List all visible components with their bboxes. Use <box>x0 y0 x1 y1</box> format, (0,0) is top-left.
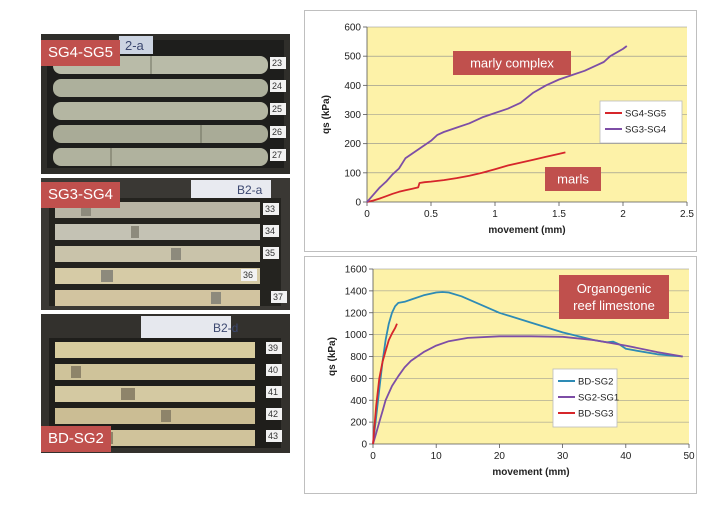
y-tick-label: 200 <box>350 418 367 429</box>
row-number: 24 <box>272 81 282 91</box>
row-number: 26 <box>272 127 282 137</box>
x-tick-label: 20 <box>494 451 506 462</box>
legend-entry: BD-SG2 <box>578 377 613 388</box>
x-axis-title: movement (mm) <box>488 225 565 236</box>
photo-tag: SG4-SG5 <box>41 40 121 66</box>
annotation-box <box>453 51 571 75</box>
y-tick-label: 400 <box>344 81 361 92</box>
row-number: 33 <box>265 204 275 214</box>
marl-chart: 0 100 200 300 400 500 600 0 0.5 1 1.5 2 2.5 movement … <box>321 23 694 237</box>
y-tick-label: 1400 <box>345 286 368 297</box>
y-tick-label: 1000 <box>345 330 368 341</box>
y-axis-title: qs (kPa) <box>327 337 338 376</box>
row-number: 27 <box>272 150 282 160</box>
photo-tag: SG3-SG4 <box>41 182 121 208</box>
x-tick-label: 2 <box>620 209 626 220</box>
core-photo-sg4-sg5: 2-a 23 24 25 26 27 SG4-SG5 <box>41 34 290 174</box>
row-number: 39 <box>268 343 278 353</box>
box-label: 2-a <box>125 38 145 53</box>
annotation-box <box>545 167 601 191</box>
x-tick-label: 40 <box>620 451 632 462</box>
row-number: 37 <box>273 292 283 302</box>
y-tick-label: 1600 <box>345 265 368 276</box>
series-line-bd-sg2 <box>372 291 683 445</box>
x-tick-label: 2.5 <box>680 209 694 220</box>
row-number: 40 <box>268 365 278 375</box>
y-tick-label: 0 <box>361 440 367 451</box>
annotation-box <box>559 275 669 319</box>
x-axis-title: movement (mm) <box>492 467 569 478</box>
x-tick-label: 10 <box>431 451 443 462</box>
y-tick-label: 800 <box>350 352 367 363</box>
legend-entry: SG2-SG1 <box>578 393 619 404</box>
y-tick-label: 300 <box>344 110 361 121</box>
y-tick-label: 100 <box>344 168 361 179</box>
annotation-text: marls <box>557 172 589 187</box>
x-tick-label: 0 <box>364 209 370 220</box>
row-number: 43 <box>268 431 278 441</box>
series-line-sg2-sg1 <box>372 335 683 445</box>
annotation-text: marly complex <box>470 56 554 71</box>
x-tick-label: 0 <box>370 451 376 462</box>
row-number: 34 <box>265 226 275 236</box>
y-tick-label: 600 <box>344 23 361 34</box>
limestone-chart: 0 200 400 600 800 1000 1200 1400 1600 0 10 20 30 40 50… <box>327 265 695 479</box>
legend-entry: SG3-SG4 <box>625 125 666 136</box>
row-number: 42 <box>268 409 278 419</box>
legend-entry: SG4-SG5 <box>625 109 666 120</box>
y-tick-label: 400 <box>350 396 367 407</box>
y-tick-label: 0 <box>355 198 361 209</box>
y-tick-label: 500 <box>344 52 361 63</box>
series-line-sg4-sg5 <box>366 151 566 203</box>
x-tick-label: 30 <box>557 451 569 462</box>
chart-panel-limestone: 0 200 400 600 800 1000 1200 1400 1600 0 10 20 30 40 50… <box>304 256 697 494</box>
row-number: 25 <box>272 104 282 114</box>
box-label: B2-d <box>213 321 238 335</box>
x-tick-label: 1 <box>492 209 498 220</box>
series-line-sg3-sg4 <box>366 45 628 203</box>
chart-panel-marl: 0 100 200 300 400 500 600 0 0.5 1 1.5 2 2.5 movement … <box>304 10 697 252</box>
x-tick-label: 1.5 <box>552 209 566 220</box>
row-number: 41 <box>268 387 278 397</box>
row-number: 23 <box>272 58 282 68</box>
core-photo-sg3-sg4: B2-a 33 34 35 36 37 SG3-SG4 <box>41 178 290 310</box>
x-tick-label: 50 <box>683 451 695 462</box>
photo-tag: BD-SG2 <box>41 426 111 452</box>
legend-box <box>599 100 683 144</box>
core-photo-bd-sg2: B2-d 39 40 41 42 43 BD-SG2 <box>41 314 290 453</box>
y-tick-label: 1200 <box>345 308 368 319</box>
x-tick-label: 0.5 <box>424 209 438 220</box>
box-label: B2-a <box>237 183 263 197</box>
legend-entry: BD-SG3 <box>578 409 613 420</box>
annotation-text: Organogenic reef limestone <box>573 281 655 313</box>
y-axis-title: qs (kPa) <box>321 95 332 134</box>
series-line-bd-sg3 <box>372 323 398 445</box>
y-tick-label: 600 <box>350 374 367 385</box>
y-tick-label: 200 <box>344 139 361 150</box>
row-number: 35 <box>265 248 275 258</box>
row-number: 36 <box>243 270 253 280</box>
